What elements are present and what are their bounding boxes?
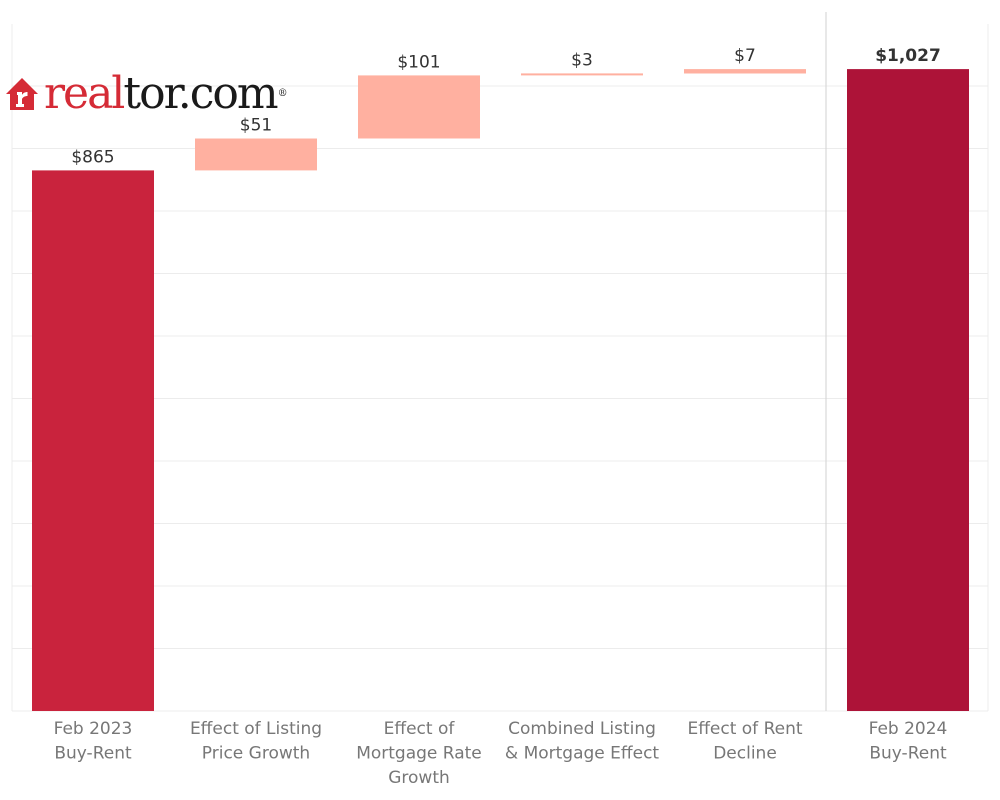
value-label: $7 <box>734 46 756 66</box>
bar-total <box>32 170 154 711</box>
bars <box>32 69 969 712</box>
logo-text-rest: tor.com <box>123 68 278 119</box>
house-icon <box>6 78 38 110</box>
bar-delta <box>358 75 480 139</box>
category-label: Feb 2024 Buy-Rent <box>869 719 948 764</box>
value-label: $3 <box>571 50 593 70</box>
category-labels: Feb 2023 Buy-Rent Effect of Listing Price G… <box>54 719 948 788</box>
realtor-logo: realtor.com® <box>4 72 288 116</box>
category-label: Effect of Mortgage Rate Growth <box>356 719 482 788</box>
value-label: $101 <box>397 52 440 72</box>
bar-delta <box>521 73 643 76</box>
logo-trademark: ® <box>277 88 288 99</box>
bar-delta <box>195 138 317 171</box>
category-label: Feb 2023 Buy-Rent <box>54 719 133 764</box>
value-label: $51 <box>240 116 272 136</box>
logo-text-real: real <box>44 68 125 119</box>
value-label: $1,027 <box>875 46 941 66</box>
category-label: Effect of Rent Decline <box>687 719 802 764</box>
gridlines <box>11 12 989 712</box>
category-label: Effect of Listing Price Growth <box>190 719 322 764</box>
logo-wordmark: realtor.com® <box>44 72 288 116</box>
bar-delta <box>684 69 806 74</box>
value-label: $865 <box>71 147 114 167</box>
value-labels: $865 $51 $101 $3 $7 $1,027 <box>71 46 940 167</box>
bar-total <box>847 69 969 712</box>
category-label: Combined Listing & Mortgage Effect <box>505 719 660 764</box>
